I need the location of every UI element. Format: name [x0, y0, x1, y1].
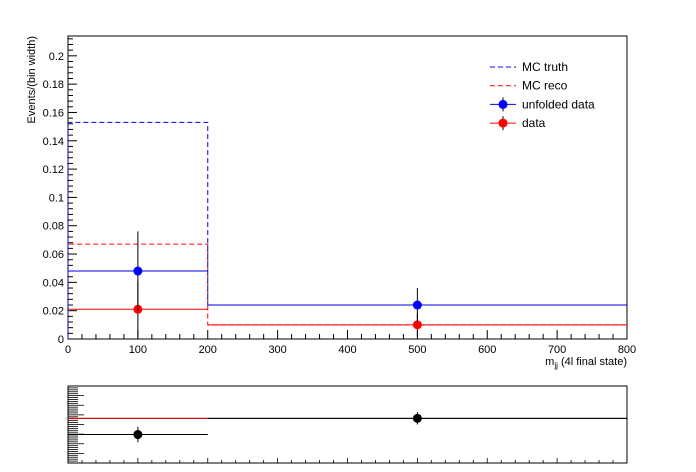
- series-unfolded-data: [68, 231, 627, 323]
- ratio-point: [68, 426, 208, 443]
- y-tick-label: 0.04: [43, 277, 64, 289]
- y-axis-title: Events/(bin width): [26, 36, 38, 123]
- x-tick-label: 500: [408, 344, 426, 356]
- x-tick-label: 600: [478, 344, 496, 356]
- y-tick-label: 0.02: [43, 306, 64, 318]
- x-tick-label: 700: [548, 344, 566, 356]
- legend-label: MC reco: [522, 79, 568, 93]
- x-axis-title-sub: jj: [553, 361, 558, 370]
- series-data: [68, 280, 627, 338]
- legend: MC truth MC reco unfolded data data: [490, 60, 595, 131]
- x-axis-title-main: m: [545, 356, 554, 368]
- y-tick-label: 0.18: [43, 79, 64, 91]
- x-tick-label: 0: [65, 344, 71, 356]
- y-tick-label: 0.12: [43, 164, 64, 176]
- main-plot: 0 0.02 0.04 0.06 0.08 0.1 0.12 0.14 0.16 0.18 0.2 0…: [26, 35, 636, 370]
- x-tick-label: 200: [199, 344, 217, 356]
- x-tick-label: 100: [129, 344, 147, 356]
- data-point: [412, 320, 422, 330]
- x-tick-label: 400: [338, 344, 356, 356]
- data-point: [133, 266, 143, 276]
- series-mc-truth: [67, 121, 627, 339]
- legend-label: unfolded data: [522, 97, 595, 111]
- legend-item: MC reco: [490, 79, 568, 93]
- y-tick-label: 0: [58, 334, 64, 346]
- x-axis-title-rest: (4l final state): [558, 356, 627, 368]
- y-tick-label: 0.2: [49, 51, 64, 63]
- legend-item: data: [490, 116, 546, 131]
- ratio-frame: [67, 385, 628, 464]
- ratio-marker: [412, 413, 422, 423]
- legend-swatch-marker: [498, 118, 508, 128]
- legend-label: MC truth: [522, 60, 568, 74]
- legend-item: unfolded data: [490, 97, 595, 112]
- y-tick-label: 0.14: [43, 136, 64, 148]
- y-tick-label: 0.08: [43, 221, 64, 233]
- x-tick-label: 300: [268, 344, 286, 356]
- legend-swatch-marker: [498, 99, 508, 109]
- legend-item: MC truth: [490, 60, 568, 74]
- y-tick-label: 0.1: [49, 192, 64, 204]
- y-tick-label: 0.06: [43, 249, 64, 261]
- legend-label: data: [522, 116, 546, 130]
- x-tick-label: 800: [618, 344, 636, 356]
- x-axis-title: mjj (4l final state): [545, 356, 627, 370]
- data-point: [412, 300, 422, 310]
- ratio-marker: [133, 430, 143, 440]
- y-tick-label: 0.16: [43, 107, 64, 119]
- ratio-point: [207, 412, 627, 425]
- ratio-plot: [67, 385, 628, 464]
- series-mc-reco: [67, 243, 627, 339]
